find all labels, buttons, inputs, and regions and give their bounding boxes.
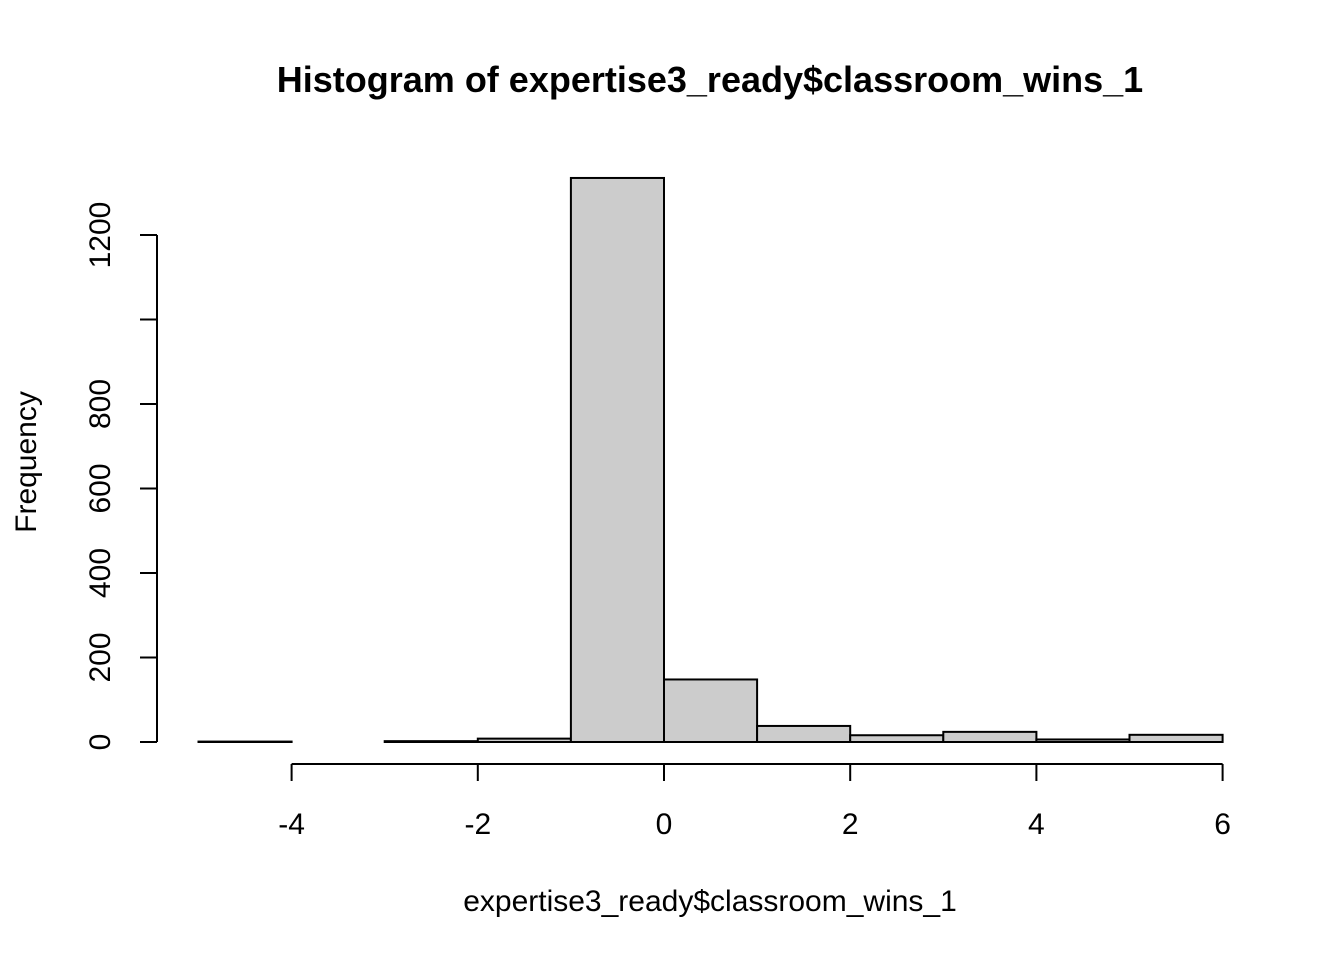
x-tick-label: 4 [1028, 808, 1045, 841]
x-tick-label: 2 [842, 808, 859, 841]
x-tick-label: -2 [464, 808, 491, 841]
x-axis-label: expertise3_ready$classroom_wins_1 [463, 885, 957, 918]
bars-group [197, 176, 1224, 744]
y-axis: 0 200 400 600 800 1200 [84, 202, 158, 751]
y-axis-label: Frequency [10, 391, 43, 533]
histogram-bar [1128, 733, 1224, 744]
x-axis: -4 -2 0 2 4 6 [278, 763, 1231, 841]
histogram-bar [756, 724, 852, 744]
y-tick-label: 600 [84, 463, 117, 513]
x-tick-label: 0 [656, 808, 673, 841]
histogram-bar [476, 737, 572, 743]
x-tick-label: 6 [1214, 808, 1231, 841]
y-tick-label: 400 [84, 548, 117, 598]
histogram-bar [942, 730, 1038, 743]
histogram-bar [383, 740, 479, 744]
chart-title: Histogram of expertise3_ready$classroom_… [277, 59, 1143, 100]
histogram-bar [569, 176, 666, 743]
x-tick-label: -4 [278, 808, 305, 841]
histogram-bar [1035, 738, 1131, 744]
y-tick-label: 200 [84, 632, 117, 682]
histogram-bar [849, 734, 945, 743]
y-tick-label: 0 [84, 734, 117, 751]
y-tick-label: 800 [84, 379, 117, 429]
histogram-bar [663, 678, 759, 743]
y-tick-label: 1200 [84, 202, 117, 269]
